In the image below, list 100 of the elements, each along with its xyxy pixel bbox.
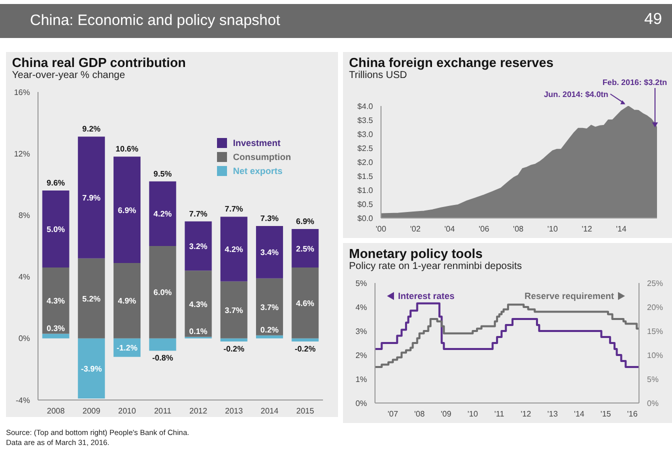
x-tick-label: '15 xyxy=(600,410,612,419)
y-tick-label: 5% xyxy=(355,278,367,288)
x-tick-label: 2014 xyxy=(260,406,280,416)
text: 49 xyxy=(644,11,662,29)
bar xyxy=(220,216,248,282)
total-label: 7.3% xyxy=(260,214,279,223)
total-label: 7.7% xyxy=(224,204,244,214)
bar xyxy=(184,221,212,271)
legend-label: Consumption xyxy=(233,152,291,162)
y-tick-label: $0.5 xyxy=(357,200,374,209)
bar xyxy=(149,181,176,246)
x-tick-label: '00 xyxy=(376,224,387,234)
bar xyxy=(256,226,284,278)
series-label: Reserve requirement xyxy=(524,291,614,301)
data-label: 0.2% xyxy=(260,325,279,334)
bar xyxy=(184,270,212,337)
y-tick-label: $3.0 xyxy=(357,130,374,139)
x-tick-label: '07 xyxy=(388,410,399,419)
x-tick-label: '08 xyxy=(513,224,524,234)
legend-label: Net exports xyxy=(233,166,283,176)
x-tick-label: '13 xyxy=(547,410,558,419)
x-tick-label: '06 xyxy=(478,224,490,234)
data-label: 0.1% xyxy=(189,326,208,336)
x-tick-label: 2009 xyxy=(82,406,101,416)
y-tick-label: $1.5 xyxy=(357,172,374,181)
y2-tick-label: 10% xyxy=(647,350,664,360)
bar xyxy=(42,190,70,268)
data-label: 4.2% xyxy=(154,210,172,219)
bar xyxy=(78,136,105,258)
y-tick-label: 8% xyxy=(18,211,30,220)
data-label: -0.2% xyxy=(223,344,244,354)
y2-tick-label: 15% xyxy=(647,326,664,336)
x-tick-label: '16 xyxy=(627,410,638,419)
x-tick-label: '10 xyxy=(467,410,478,419)
data-label: 4.3% xyxy=(46,296,65,306)
chart-subtitle: Trillions USD xyxy=(349,70,408,81)
bar xyxy=(292,268,319,338)
x-tick-label: 2015 xyxy=(296,406,315,416)
data-label: 4.9% xyxy=(118,296,136,306)
y2-tick-label: 25% xyxy=(647,278,664,288)
bar xyxy=(149,246,176,338)
chart-subtitle: Policy rate on 1-year renminbi deposits xyxy=(349,261,522,272)
data-label: 3.7% xyxy=(224,306,244,315)
data-label: 5.2% xyxy=(82,294,101,304)
x-tick-label: '14 xyxy=(616,224,628,234)
x-tick-label: '11 xyxy=(494,410,505,419)
x-tick-label: '02 xyxy=(410,224,422,234)
data-label: 4.3% xyxy=(189,300,208,309)
data-label: 7.9% xyxy=(82,193,101,202)
y2-tick-label: 0% xyxy=(647,398,659,408)
bar xyxy=(42,334,70,338)
y-tick-label: 0% xyxy=(355,398,367,408)
bar xyxy=(78,338,105,398)
bar xyxy=(42,268,70,334)
data-label: 3.7% xyxy=(260,302,279,312)
bar xyxy=(292,338,319,342)
legend-label: Investment xyxy=(233,138,281,148)
legend-label: Interest rates xyxy=(398,291,455,301)
x-tick-label: 2012 xyxy=(189,406,208,416)
y-tick-label: 3% xyxy=(355,326,367,336)
bar xyxy=(292,229,319,268)
data-label: -3.9% xyxy=(80,364,102,374)
annotation: Feb. 2016: $3.2tn xyxy=(602,78,668,87)
y-tick-label: $2.0 xyxy=(357,158,374,167)
x-tick-label: '08 xyxy=(414,410,426,419)
chart-title: China foreign exchange reserves xyxy=(349,55,554,70)
x-tick-label: '04 xyxy=(444,224,456,234)
bar xyxy=(256,278,284,336)
y2-tick-label: 20% xyxy=(647,302,664,312)
total-label: 9.5% xyxy=(154,169,172,178)
x-tick-label: '12 xyxy=(582,224,593,234)
data-label: -1.2% xyxy=(116,344,138,353)
data-label: 0.3% xyxy=(46,324,65,333)
data-label: 6.9% xyxy=(118,206,136,215)
bar xyxy=(114,262,141,338)
data-label: 6.0% xyxy=(154,288,172,298)
y-tick-label: 12% xyxy=(14,149,30,158)
y-tick-label: $0.0 xyxy=(357,214,374,223)
x-tick-label: 2011 xyxy=(154,406,172,416)
y-tick-label: 2% xyxy=(355,350,367,360)
y-tick-label: 0% xyxy=(18,334,30,344)
bar xyxy=(78,258,105,338)
x-tick-label: '10 xyxy=(547,224,558,234)
data-label: 4.6% xyxy=(296,298,314,308)
data-label: -0.8% xyxy=(152,354,174,363)
total-label: 6.9% xyxy=(296,217,314,226)
annotation: Jun. 2014: $4.0tn xyxy=(544,90,608,99)
data-label: 4.2% xyxy=(224,245,244,254)
data-label: -0.2% xyxy=(294,344,316,354)
y-tick-label: $3.5 xyxy=(357,116,374,125)
y-tick-label: $1.0 xyxy=(357,186,374,195)
chart-subtitle: Year-over-year % change xyxy=(12,70,126,81)
data-label: 2.5% xyxy=(296,244,314,254)
x-tick-label: 2008 xyxy=(46,406,66,416)
data-label: 3.4% xyxy=(260,248,279,258)
text: China: Economic and policy snapshot xyxy=(30,12,280,29)
x-tick-label: 2013 xyxy=(225,406,244,416)
bar xyxy=(220,281,248,338)
total-label: 9.2% xyxy=(82,124,101,134)
y2-tick-label: 5% xyxy=(647,374,659,384)
